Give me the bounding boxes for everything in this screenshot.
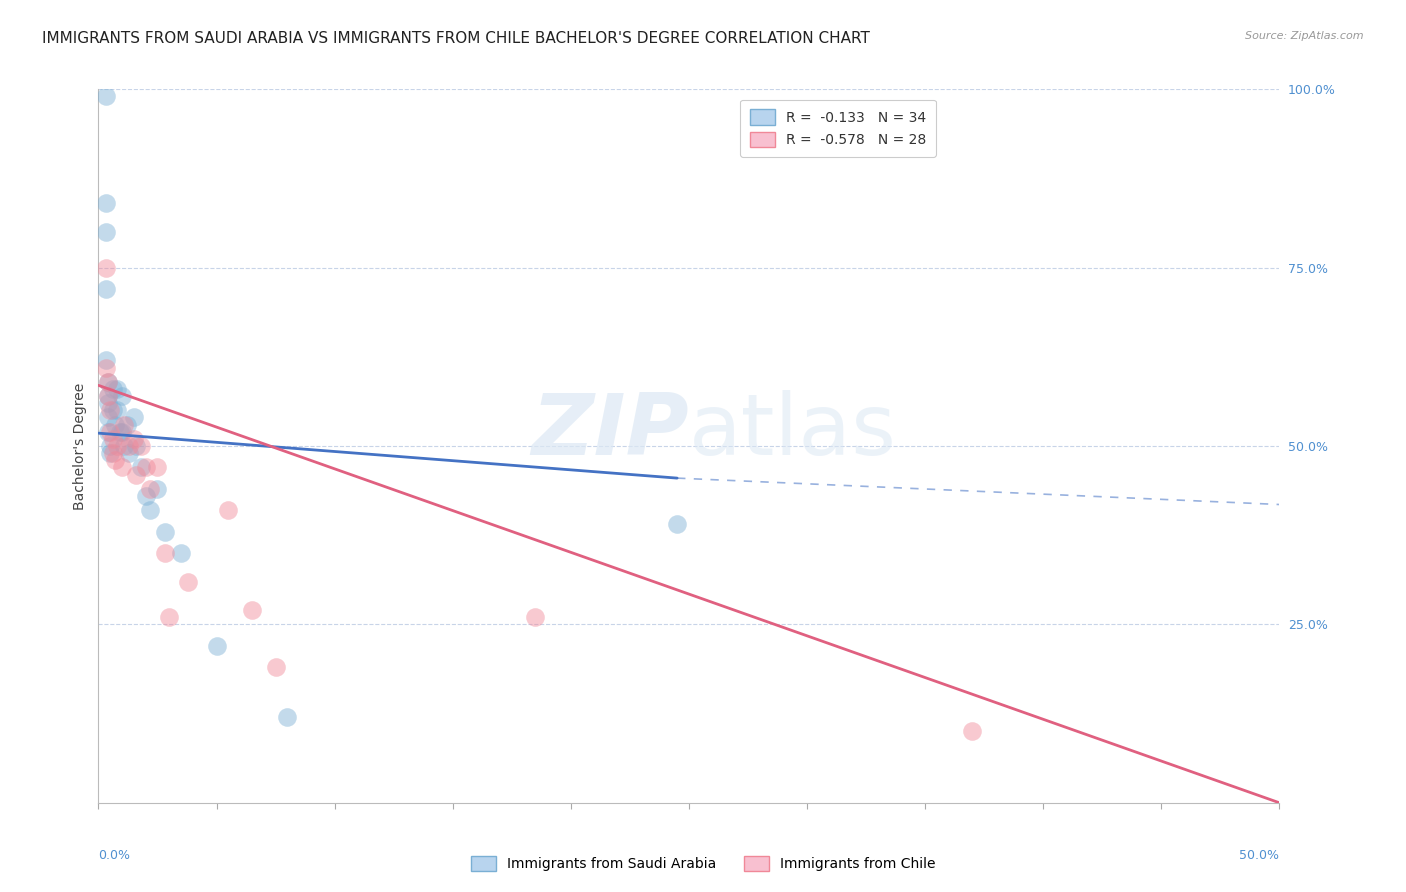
Point — [135, 460, 157, 475]
Point — [112, 439, 135, 453]
Point — [122, 410, 145, 425]
Point — [135, 489, 157, 503]
Point — [98, 446, 121, 460]
Point — [217, 503, 239, 517]
Point — [111, 425, 134, 439]
Point — [240, 603, 263, 617]
Point — [170, 546, 193, 560]
Point — [118, 446, 141, 460]
Point — [177, 574, 200, 589]
Point — [105, 439, 128, 453]
Point — [125, 439, 148, 453]
Point — [104, 417, 127, 432]
Point — [101, 446, 124, 460]
Point — [94, 360, 117, 375]
Point — [94, 196, 117, 211]
Point — [98, 439, 121, 453]
Point — [108, 425, 131, 439]
Point — [97, 375, 120, 389]
Point — [139, 503, 162, 517]
Point — [524, 610, 547, 624]
Point — [111, 460, 134, 475]
Point — [104, 453, 127, 467]
Text: IMMIGRANTS FROM SAUDI ARABIA VS IMMIGRANTS FROM CHILE BACHELOR'S DEGREE CORRELAT: IMMIGRANTS FROM SAUDI ARABIA VS IMMIGRAN… — [42, 31, 870, 46]
Text: Source: ZipAtlas.com: Source: ZipAtlas.com — [1246, 31, 1364, 41]
Point — [105, 403, 128, 417]
Point — [94, 225, 117, 239]
Legend: Immigrants from Saudi Arabia, Immigrants from Chile: Immigrants from Saudi Arabia, Immigrants… — [461, 846, 945, 880]
Point — [97, 410, 120, 425]
Point — [101, 382, 124, 396]
Point — [97, 425, 120, 439]
Point — [94, 260, 117, 275]
Point — [129, 439, 152, 453]
Text: 50.0%: 50.0% — [1240, 849, 1279, 863]
Point — [276, 710, 298, 724]
Point — [264, 660, 287, 674]
Point — [153, 546, 176, 560]
Point — [205, 639, 228, 653]
Point — [129, 460, 152, 475]
Text: ZIP: ZIP — [531, 390, 689, 474]
Point — [98, 403, 121, 417]
Point — [125, 467, 148, 482]
Point — [115, 417, 138, 432]
Point — [94, 89, 117, 103]
Point — [101, 432, 124, 446]
Point — [94, 353, 117, 368]
Point — [962, 724, 984, 739]
Point — [101, 403, 124, 417]
Point — [153, 524, 176, 539]
Point — [97, 389, 120, 403]
Y-axis label: Bachelor's Degree: Bachelor's Degree — [73, 383, 87, 509]
Point — [97, 389, 120, 403]
Text: atlas: atlas — [689, 390, 897, 474]
Point — [97, 396, 120, 410]
Point — [97, 375, 120, 389]
Text: 0.0%: 0.0% — [98, 849, 131, 863]
Point — [94, 282, 117, 296]
Point — [666, 517, 689, 532]
Point — [139, 482, 162, 496]
Point — [146, 482, 169, 496]
Point — [112, 417, 135, 432]
Point — [122, 432, 145, 446]
Legend: R =  -0.133   N = 34, R =  -0.578   N = 28: R = -0.133 N = 34, R = -0.578 N = 28 — [740, 100, 936, 156]
Point — [118, 439, 141, 453]
Point — [105, 382, 128, 396]
Point — [98, 425, 121, 439]
Point — [146, 460, 169, 475]
Point — [157, 610, 180, 624]
Point — [111, 389, 134, 403]
